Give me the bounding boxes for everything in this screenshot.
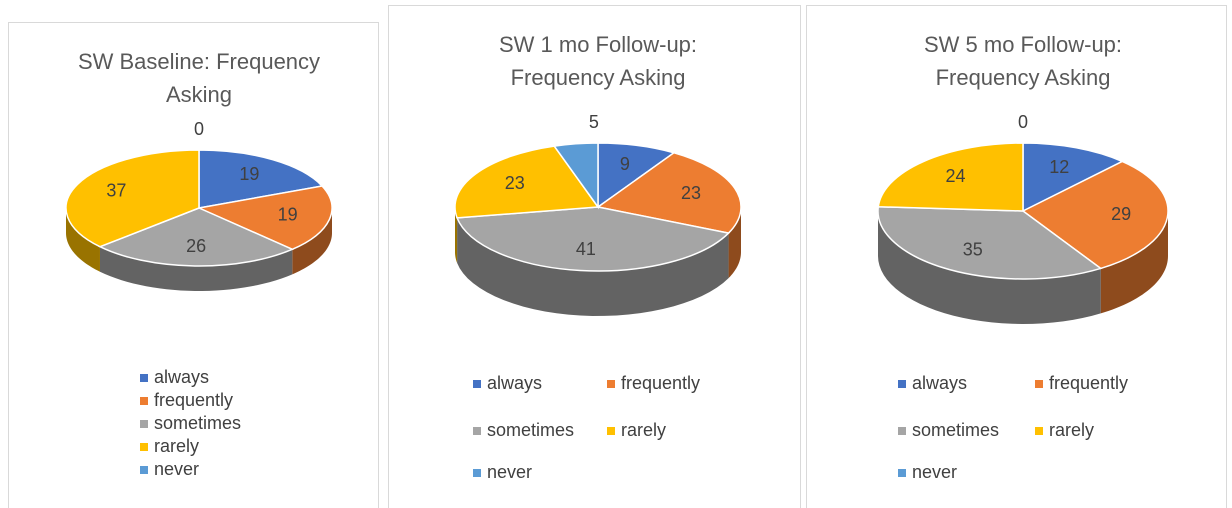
legend-swatch (140, 397, 148, 405)
legend-swatch (140, 443, 148, 451)
legend-label: frequently (621, 373, 700, 393)
slice (1021, 160, 1169, 270)
legend-label: sometimes (912, 420, 999, 440)
legend-swatch (473, 380, 481, 388)
slice (877, 205, 1103, 280)
slice (198, 149, 324, 209)
legend-label: always (487, 373, 542, 393)
data-label: 37 (106, 181, 126, 201)
slice-side (292, 208, 332, 275)
legend-label: sometimes (154, 413, 241, 433)
legend-label: never (912, 462, 957, 482)
data-label: 0 (1018, 112, 1028, 132)
legend-swatch (898, 380, 906, 388)
legend-swatch (473, 469, 481, 477)
data-label: 23 (505, 173, 525, 193)
legend-label: sometimes (487, 420, 574, 440)
slice-side (455, 207, 458, 263)
slice (456, 206, 731, 272)
data-label: 26 (186, 236, 206, 256)
legend-swatch (607, 427, 615, 435)
slice (596, 151, 742, 234)
legend-label: frequently (1049, 373, 1128, 393)
slice (454, 145, 600, 219)
data-label: 35 (963, 240, 983, 260)
slice-side (457, 217, 729, 316)
slice (597, 142, 676, 209)
slice-side (878, 211, 1101, 324)
legend-swatch (140, 420, 148, 428)
chart-title: SW 5 mo Follow-up: Frequency Asking (923, 32, 1123, 90)
data-label: 19 (239, 164, 259, 184)
legend-swatch (1035, 380, 1043, 388)
slice (1022, 142, 1125, 213)
chart-title: SW 1 mo Follow-up: Frequency Asking (498, 32, 698, 90)
data-label: 12 (1049, 157, 1069, 177)
legend-swatch (898, 427, 906, 435)
legend-label: frequently (154, 390, 233, 410)
legend-label: rarely (154, 436, 199, 456)
data-label: 23 (681, 183, 701, 203)
data-label: 0 (194, 119, 204, 139)
legend-label: never (487, 462, 532, 482)
data-label: 9 (620, 154, 630, 174)
data-label: 24 (945, 166, 965, 186)
slice (196, 185, 333, 251)
slice (552, 142, 599, 210)
chart-title: SW Baseline: Frequency Asking (77, 49, 321, 107)
legend-swatch (473, 427, 481, 435)
slice-side (728, 207, 741, 279)
slice (877, 142, 1024, 212)
slice-side (1100, 211, 1168, 314)
legend-label: always (154, 367, 209, 387)
legend-label: rarely (1049, 420, 1094, 440)
legend-label: rarely (621, 420, 666, 440)
data-label: 41 (576, 239, 596, 259)
data-label: 5 (589, 112, 599, 132)
data-label: 29 (1111, 204, 1131, 224)
slice (98, 207, 295, 267)
legend-swatch (140, 466, 148, 474)
slice-side (66, 208, 100, 272)
legend-swatch (140, 374, 148, 382)
legend-swatch (898, 469, 906, 477)
slice-side (99, 246, 293, 291)
legend-swatch (607, 380, 615, 388)
slice (65, 149, 200, 248)
data-label: 19 (278, 205, 298, 225)
legend-label: never (154, 459, 199, 479)
legend-label: always (912, 373, 967, 393)
legend-swatch (1035, 427, 1043, 435)
